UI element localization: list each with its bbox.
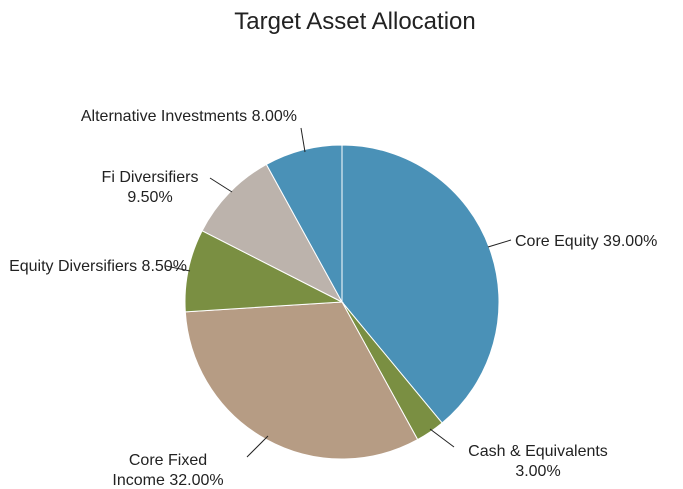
category-label: Core Fixed Income: [112, 452, 208, 489]
value-label: 3.00%: [515, 463, 561, 480]
leader-line: [246, 435, 269, 458]
slice-label: Fi Diversifiers 9.50%: [90, 168, 210, 208]
category-label: Equity Diversifiers: [9, 258, 138, 275]
pie-slice: [341, 144, 500, 424]
slice-label: Alternative Investments 8.00%: [81, 107, 297, 127]
slice-label: Core Fixed Income 32.00%: [103, 451, 233, 489]
leader-line: [429, 428, 455, 448]
category-label: Core Equity: [515, 233, 599, 250]
leader-line: [300, 127, 306, 153]
category-label: Alternative Investments: [80, 108, 248, 125]
slice-label: Core Equity 39.00%: [515, 232, 657, 252]
slice-label: Cash & Equivalents 3.00%: [455, 442, 621, 482]
slice-label: Equity Diversifiers 8.50%: [8, 257, 188, 277]
value-label: 39.00%: [603, 233, 658, 250]
leader-line: [209, 177, 233, 193]
pie-slice: [265, 144, 343, 303]
category-label: Cash & Equivalents: [468, 443, 608, 460]
leader-lines: [165, 127, 512, 458]
value-label: 8.50%: [141, 258, 187, 275]
leader-line: [487, 239, 512, 248]
pie-slice: [201, 163, 344, 304]
value-label: 9.50%: [127, 189, 173, 206]
value-label: 32.00%: [169, 472, 224, 489]
category-label: Fi Diversifiers: [101, 169, 199, 186]
leader-line: [165, 265, 191, 272]
pie-slice: [184, 301, 419, 460]
chart-title: Target Asset Allocation: [234, 8, 476, 35]
value-label: 8.00%: [251, 108, 297, 125]
